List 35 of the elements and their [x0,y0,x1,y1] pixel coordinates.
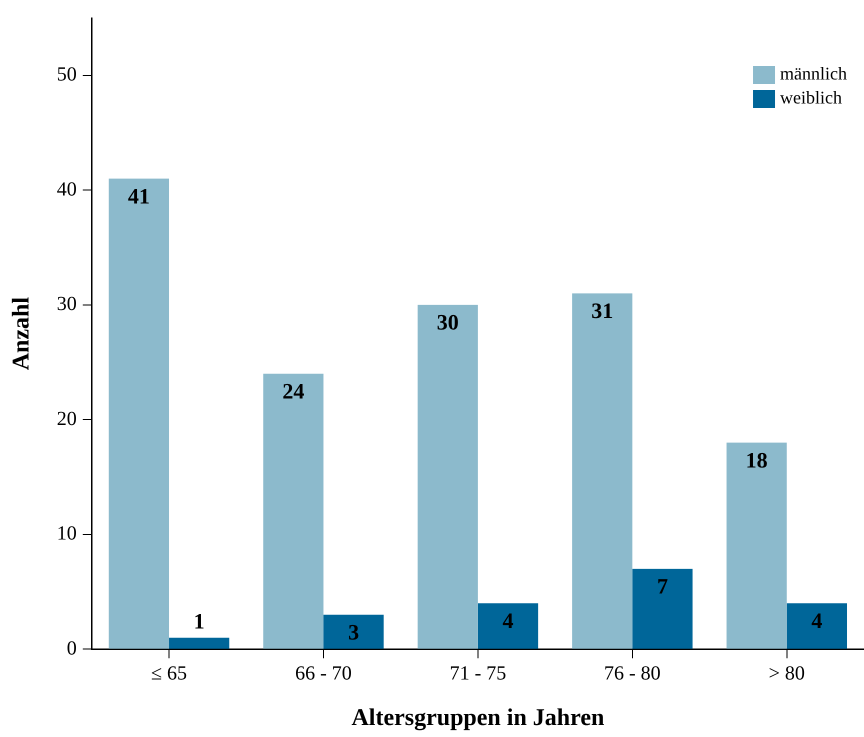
y-tick-label: 50 [56,64,77,86]
bar [323,614,384,649]
y-tick-label: 0 [66,637,77,660]
y-tick-label: 20 [56,408,77,430]
x-tick-label: 76 - 80 [604,662,661,684]
y-tick-label: 40 [56,178,77,200]
data-label: 18 [746,447,768,472]
y-tick-label: 30 [56,293,77,316]
x-tick-label: 66 - 70 [295,662,352,684]
bar [169,638,230,649]
bar [263,374,324,649]
data-label: 4 [502,608,514,633]
bar [726,442,787,649]
bar [632,568,693,649]
data-label: 7 [656,574,668,599]
legend-label: männlich [780,64,848,84]
bar [786,603,848,649]
data-label: 3 [348,619,360,644]
bar [108,178,170,649]
y-axis-title: Anzahl [8,296,35,370]
bar [418,304,478,649]
x-tick-label: > 80 [768,662,805,684]
x-tick-label: 71 - 75 [450,662,506,684]
data-label: 4 [811,608,822,633]
data-label: 30 [436,310,459,335]
x-tick-label: ≤ 65 [151,662,188,684]
bar [572,293,632,649]
data-label: 41 [128,183,150,208]
data-label: 24 [282,378,304,404]
y-tick-label: 10 [56,522,77,545]
data-label: 31 [591,298,614,324]
x-axis-title: Altersgruppen in Jahren [351,704,604,731]
legend-label: weiblich [780,88,842,108]
bar [478,603,538,649]
data-label: 1 [194,608,205,634]
